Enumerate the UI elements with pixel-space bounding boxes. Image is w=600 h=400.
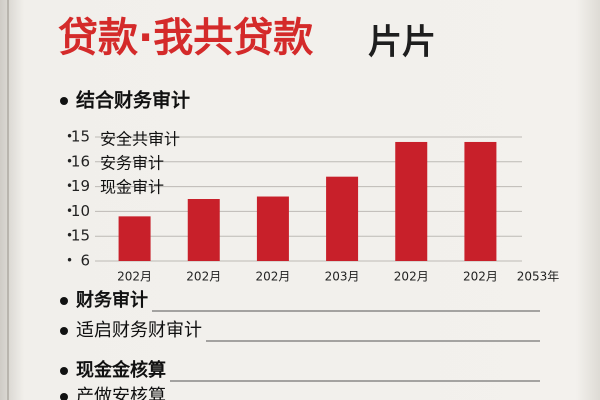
x-tick-label: 202月 — [394, 270, 429, 284]
y-tick-label: 15 — [71, 227, 90, 245]
y-tick-label: 16 — [71, 152, 90, 170]
annotation: 现金审计 — [100, 178, 164, 197]
x-tick-label: 202月 — [255, 270, 290, 284]
y-tick-label: 19 — [71, 177, 90, 195]
list-item: 财务审计 — [76, 289, 148, 311]
x-tick-label: 202月 — [463, 270, 498, 284]
title-red: 贷款·我共贷款 — [58, 15, 313, 61]
y-tick-label: 10 — [71, 202, 90, 220]
bullet — [60, 97, 68, 105]
bar — [464, 141, 497, 261]
bullet — [60, 327, 68, 335]
y-tick-bullet: • — [66, 179, 73, 193]
bar — [326, 176, 359, 261]
x-axis-label: 2053年 — [517, 270, 560, 284]
list-item: 产做安核算 — [76, 386, 166, 400]
y-tick-bullet: • — [66, 130, 73, 144]
y-tick-label: 6 — [80, 252, 90, 270]
section-heading: 结合财务审计 — [76, 89, 190, 112]
bar — [256, 196, 289, 261]
x-tick-label: 202月 — [117, 270, 152, 284]
bullet — [60, 297, 68, 305]
annotation: 安全共审计 — [100, 130, 180, 149]
bullet — [60, 367, 68, 375]
bar — [395, 141, 428, 261]
y-tick-bullet: • — [66, 154, 73, 168]
y-tick-bullet: • — [66, 254, 73, 268]
bar — [187, 199, 220, 261]
bar — [118, 216, 151, 261]
list-item: 适启财务财审计 — [76, 320, 202, 341]
x-tick-label: 203月 — [325, 270, 360, 284]
annotation: 安务审计 — [100, 154, 164, 173]
y-tick-label: 15 — [71, 128, 90, 146]
bullet — [60, 393, 68, 400]
y-tick-bullet: • — [66, 229, 73, 243]
list-item: 现金金核算 — [76, 359, 166, 381]
y-tick-bullet: • — [66, 204, 73, 218]
title-black: 片片 — [368, 23, 436, 63]
x-tick-label: 202月 — [186, 270, 221, 284]
